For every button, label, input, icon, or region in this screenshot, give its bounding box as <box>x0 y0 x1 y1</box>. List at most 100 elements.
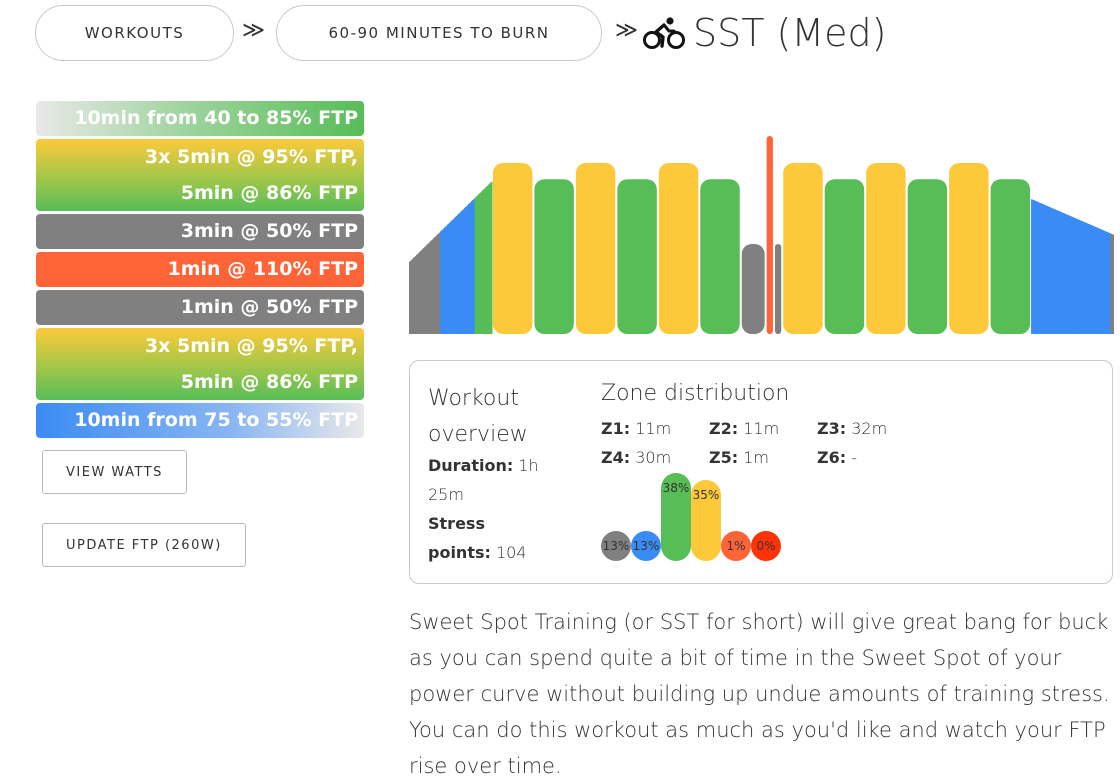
ramp-slice <box>1075 218 1081 334</box>
ramp-slice <box>488 181 493 334</box>
zone-bar-label: 38% <box>662 481 690 495</box>
zone-bar: 13% <box>601 530 631 561</box>
step-interval: 3x 5min @ 95% FTP, 5min @ 86% FTP <box>36 139 364 211</box>
step-interval: 3x 5min @ 95% FTP, 5min @ 86% FTP <box>36 328 364 400</box>
update-ftp-button[interactable]: UPDATE FTP (260W) <box>42 523 246 567</box>
ramp-slice <box>440 228 445 334</box>
interval-bar <box>700 179 740 334</box>
stress-value: 104 <box>495 543 527 562</box>
ramp-slice <box>1110 233 1114 334</box>
ramp-slice <box>1103 230 1108 334</box>
workout-steps: 10min from 40 to 85% FTP 3x 5min @ 95% F… <box>36 101 364 441</box>
ramp-slice <box>481 187 486 334</box>
interval-bar <box>534 179 574 334</box>
step-label: 5min @ 86% FTP <box>180 182 358 204</box>
ramp-slice <box>1058 211 1063 334</box>
ramp-slice <box>412 255 417 334</box>
cyclist-icon <box>643 17 685 49</box>
zone-bar-label: 1% <box>726 539 746 553</box>
zone-z2: Z2: 11m <box>709 419 780 438</box>
duration-row: Duration: 1h 25m <box>428 451 548 509</box>
ramp-slice <box>1044 205 1049 334</box>
ramp-slice <box>436 231 441 334</box>
ramp-slice <box>1037 202 1043 334</box>
zone-z1: Z1: 11m <box>601 419 672 438</box>
interval-bar <box>990 179 1031 334</box>
step-recovery: 3min @ 50% FTP <box>36 214 364 249</box>
zone-bar: 13% <box>631 530 661 561</box>
interval-bar <box>907 179 948 334</box>
step-ramp-down: 10min from 75 to 55% FTP <box>36 403 364 438</box>
ramp-slice <box>1034 200 1039 334</box>
step-label: 1min @ 50% FTP <box>180 296 358 318</box>
zone-value: 1m <box>743 448 769 467</box>
ramp-slice <box>419 248 424 334</box>
interval-bar <box>741 244 765 334</box>
workout-description: Sweet Spot Training (or SST for short) w… <box>409 610 1110 778</box>
step-label: 1min @ 110% FTP <box>167 258 358 280</box>
zone-bar-label: 0% <box>756 539 776 553</box>
zone-z3: Z3: 32m <box>817 419 888 438</box>
step-ramp-up: 10min from 40 to 85% FTP <box>36 101 364 136</box>
ramp-slice <box>1062 212 1067 334</box>
ramp-slice <box>443 224 448 334</box>
zone-z6: Z6: - <box>817 448 858 467</box>
interval-bar <box>617 179 657 334</box>
interval-bar <box>492 163 533 334</box>
interval-bar <box>949 163 989 334</box>
zone-distribution-bars: 13% 13% 38% 35% 1% 0% <box>601 471 791 561</box>
ramp-slice <box>422 245 427 334</box>
zone-bar-label: 35% <box>692 487 720 502</box>
step-label: 5min @ 86% FTP <box>180 371 358 393</box>
page-title: SST (Med) <box>643 8 886 58</box>
ramp-slice <box>460 208 465 334</box>
interval-bar <box>824 179 865 334</box>
zone-value: 32m <box>851 419 888 438</box>
step-label: 10min from 40 to 85% FTP <box>74 107 358 129</box>
ramp-slice <box>447 221 452 334</box>
duration-value: 1h 25m <box>428 456 539 504</box>
zone-bar-label: 13% <box>602 538 630 553</box>
ramp-slice <box>1051 208 1056 334</box>
zone-value: 11m <box>635 419 672 438</box>
ramp-slice <box>1086 223 1091 334</box>
step-label: 10min from 75 to 55% FTP <box>74 409 358 431</box>
zone-z5: Z5: 1m <box>709 448 769 467</box>
stress-label: Stress points: <box>428 514 491 562</box>
view-watts-button[interactable]: VIEW WATTS <box>42 450 187 494</box>
breadcrumb-workouts[interactable]: WORKOUTS <box>35 5 234 61</box>
zone-value: - <box>851 448 858 467</box>
view-watts-label: VIEW WATTS <box>66 464 163 480</box>
step-label: 3x 5min @ 95% FTP, <box>144 146 358 168</box>
zone-bar: 35% <box>691 479 721 561</box>
ramp-slice <box>1072 217 1077 334</box>
zone-label: Z6 <box>817 448 840 467</box>
zone-bar-label: 13% <box>632 538 660 553</box>
zone-label: Z3 <box>817 419 840 438</box>
ramp-slice <box>1096 227 1101 334</box>
ramp-slice <box>1048 206 1053 334</box>
ramp-slice <box>409 258 414 334</box>
interval-bar <box>575 163 616 334</box>
ramp-slice <box>426 241 431 334</box>
ramp-slice <box>1031 199 1036 334</box>
breadcrumb-category[interactable]: 60-90 MINUTES TO BURN <box>276 5 602 61</box>
ramp-slice <box>429 238 434 334</box>
interval-bar <box>766 136 773 334</box>
ramp-slice <box>1089 224 1094 334</box>
breadcrumb-separator: ≫ <box>615 18 639 43</box>
step-label: 3min @ 50% FTP <box>180 220 358 242</box>
zone-label: Z1 <box>601 419 624 438</box>
ramp-slice <box>415 251 420 334</box>
ramp-slice <box>433 235 438 334</box>
ramp-slice <box>478 191 483 334</box>
ramp-slice <box>1093 226 1098 334</box>
ramp-slice <box>485 184 490 334</box>
zone-bar: 0% <box>751 531 781 561</box>
zone-bar: 1% <box>721 531 751 561</box>
workout-overview-panel: Workout overview Duration: 1h 25m Stress… <box>409 360 1113 584</box>
interval-bar <box>866 163 906 334</box>
step-recovery: 1min @ 50% FTP <box>36 290 364 325</box>
ramp-slice <box>1055 209 1060 334</box>
zone-distribution-title: Zone distribution <box>601 381 790 406</box>
